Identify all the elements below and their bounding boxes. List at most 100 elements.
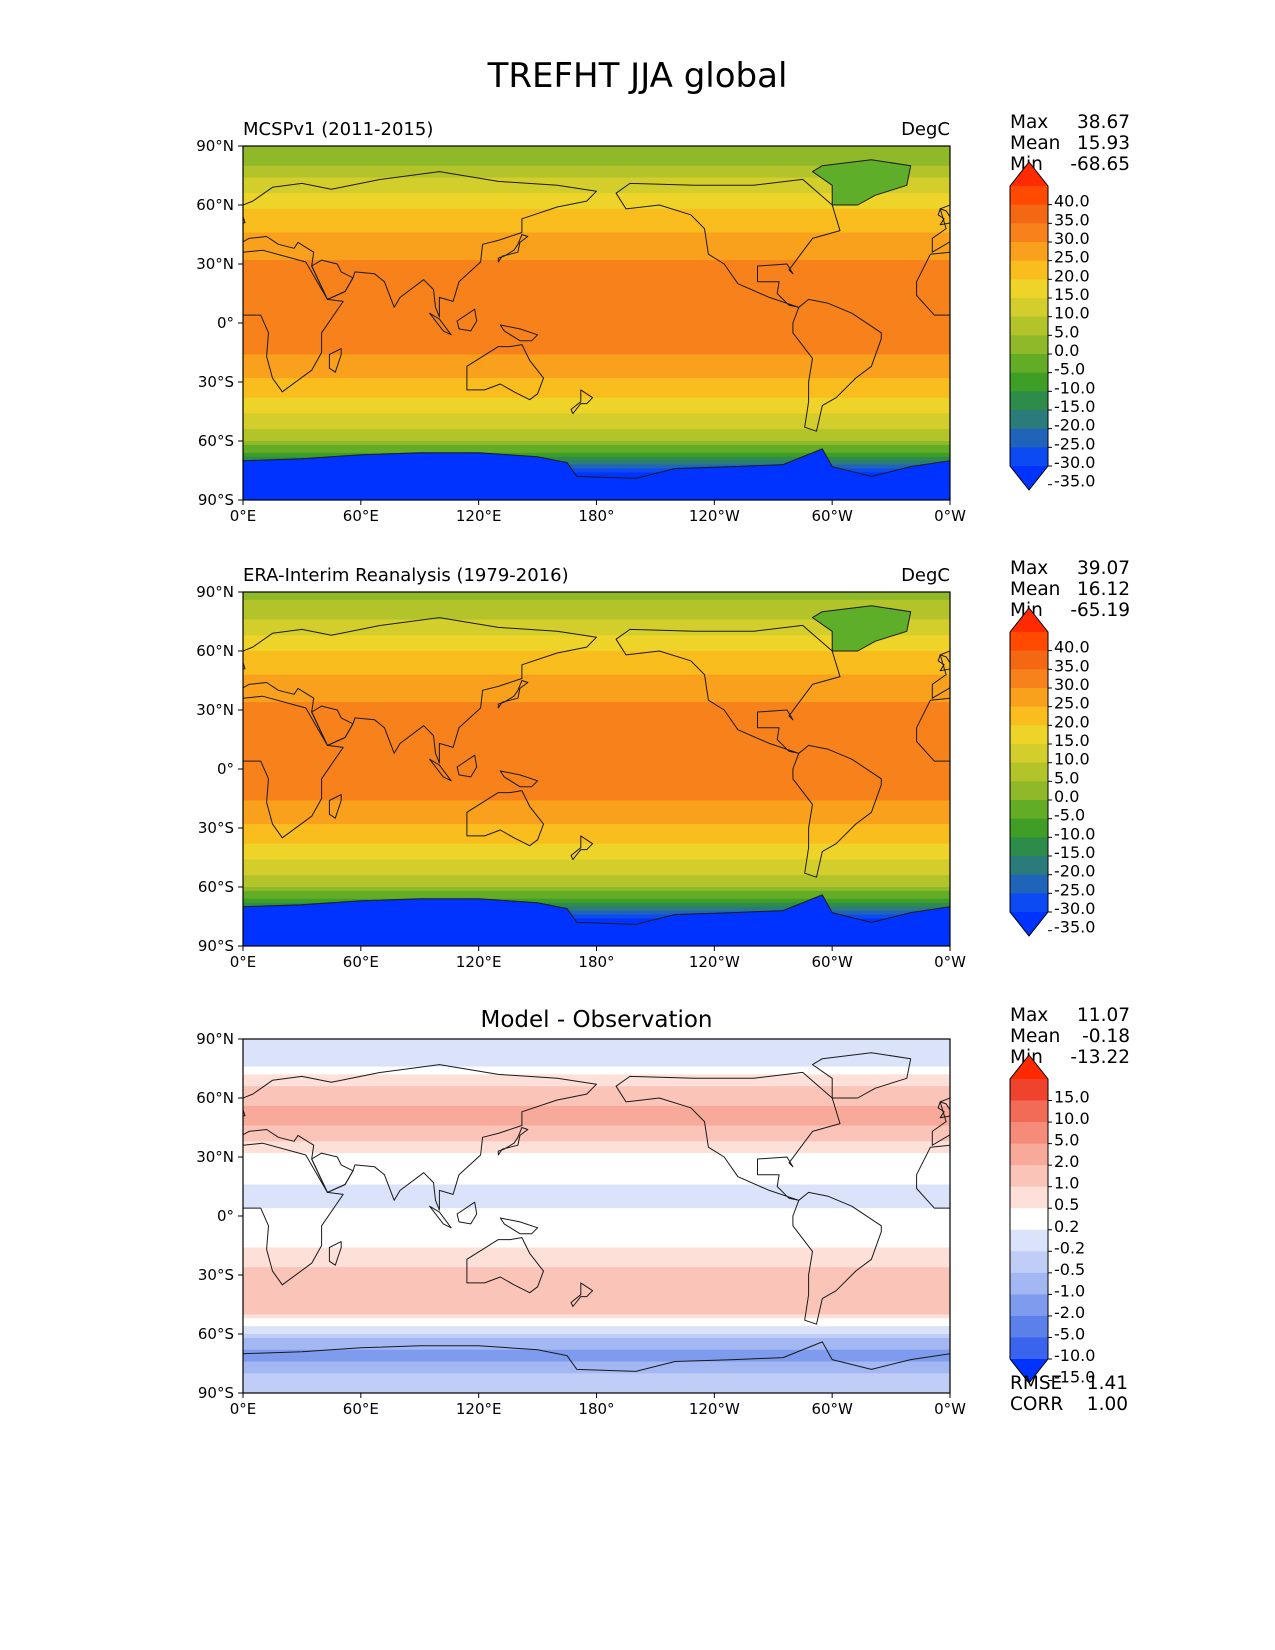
field-band	[243, 385, 950, 391]
x-tick-label: 0°W	[934, 953, 966, 971]
field-band	[243, 776, 950, 782]
field-band	[243, 1208, 950, 1213]
field-band	[243, 397, 950, 403]
field-band	[243, 382, 950, 387]
colorbar-segment	[1010, 669, 1048, 689]
field-band	[243, 690, 950, 695]
field-band	[243, 1196, 950, 1201]
field-band	[243, 1157, 950, 1162]
panel-observation: ERA-Interim Reanalysis (1979-2016) DegC 0°…	[0, 556, 1275, 1006]
field-band	[243, 647, 950, 652]
colorbar-segment	[1010, 428, 1048, 448]
field-band	[243, 358, 950, 363]
field-band	[243, 1318, 950, 1323]
coastline-australia	[466, 1237, 544, 1294]
colorbar-segment	[1010, 650, 1048, 670]
coastline-antarctica	[243, 894, 950, 946]
coastline-australia	[466, 344, 544, 401]
coastline-newguinea	[499, 324, 539, 342]
field-band	[243, 1129, 950, 1134]
field-band	[243, 1381, 950, 1386]
field-band	[243, 792, 950, 798]
field-band	[243, 330, 950, 336]
field-band	[243, 212, 950, 218]
colorbar-segment	[1010, 186, 1048, 206]
colorbar-segment	[1010, 204, 1048, 224]
coastline-eurasia	[931, 1097, 950, 1146]
field-band	[243, 682, 950, 687]
field-band	[243, 1145, 950, 1150]
field-band	[243, 326, 950, 332]
colorbar-label: 25.0	[1054, 248, 1090, 267]
field-band	[243, 232, 950, 238]
metric-label-rmse: RMSE	[1010, 1373, 1062, 1394]
colorbar-segment	[1010, 242, 1048, 262]
x-tick-label: 120°W	[689, 507, 740, 525]
field-band	[243, 1121, 950, 1127]
x-tick-label: 180°	[578, 507, 614, 525]
field-band	[243, 1164, 950, 1170]
colorbar-label: -5.0	[1054, 1324, 1085, 1343]
colorbar-segment	[1010, 781, 1048, 801]
field-band	[243, 595, 950, 601]
field-band	[243, 710, 950, 715]
field-band	[243, 769, 950, 774]
field-band	[243, 1046, 950, 1052]
field-band	[243, 698, 950, 703]
field-band	[243, 338, 950, 344]
coastline-sumatra	[429, 758, 452, 782]
field-band	[243, 603, 950, 609]
field-band	[243, 1086, 950, 1091]
field-band	[243, 413, 950, 418]
map-chart: Model - Observation 0°E 60°E 120°E 180° 120°W…	[196, 1005, 1130, 1418]
coastline-borneo	[456, 308, 478, 332]
colorbar-label: 5.0	[1054, 768, 1079, 787]
colorbar-segment	[1010, 298, 1048, 318]
metric-value-corr: 1.00	[1087, 1394, 1128, 1415]
field-band	[243, 244, 950, 249]
field-band	[243, 342, 950, 348]
field-band	[243, 741, 950, 746]
colorbar-segment	[1010, 800, 1048, 820]
field-band	[243, 1251, 950, 1256]
colorbar-segment	[1010, 1079, 1048, 1102]
field-band	[243, 1282, 950, 1288]
field-band	[243, 1302, 950, 1308]
coastline-northamerica	[615, 1071, 841, 1201]
colorbar-segment	[1010, 1143, 1048, 1166]
stat-label-max: Max	[1010, 558, 1048, 579]
colorbar-segment	[1010, 260, 1048, 280]
field-band	[243, 1365, 950, 1370]
colorbar-label: 5.0	[1054, 322, 1079, 341]
y-tick-label: 90°S	[198, 937, 234, 955]
colorbar-label: -2.0	[1054, 1303, 1085, 1322]
y-tick-label: 90°N	[196, 583, 234, 601]
field-band	[243, 417, 950, 422]
field-band	[243, 1168, 950, 1174]
colorbar-segment	[1010, 316, 1048, 336]
field-band	[243, 894, 950, 900]
field-band	[243, 220, 950, 226]
field-band	[243, 800, 950, 805]
field-band	[243, 784, 950, 790]
field-band	[243, 808, 950, 813]
field-band	[243, 334, 950, 340]
field-band	[243, 749, 950, 754]
x-tick-label: 120°E	[456, 507, 502, 525]
field-band	[243, 828, 950, 833]
field-band	[243, 173, 950, 179]
field-band	[243, 906, 950, 912]
colorbar-label: -30.0	[1054, 453, 1095, 472]
field-band	[243, 1247, 950, 1252]
field-band	[243, 448, 950, 454]
coastline-uk	[243, 1108, 246, 1117]
stat-value-mean: 15.93	[1077, 133, 1130, 154]
colorbar-segment	[1010, 893, 1048, 913]
field-band	[243, 757, 950, 762]
colorbar-label: -15.0	[1054, 843, 1095, 862]
field-band	[243, 725, 950, 731]
field-band	[243, 1039, 950, 1044]
field-band	[243, 472, 950, 477]
field-band	[243, 283, 950, 289]
colorbar-label: -0.5	[1054, 1260, 1085, 1279]
